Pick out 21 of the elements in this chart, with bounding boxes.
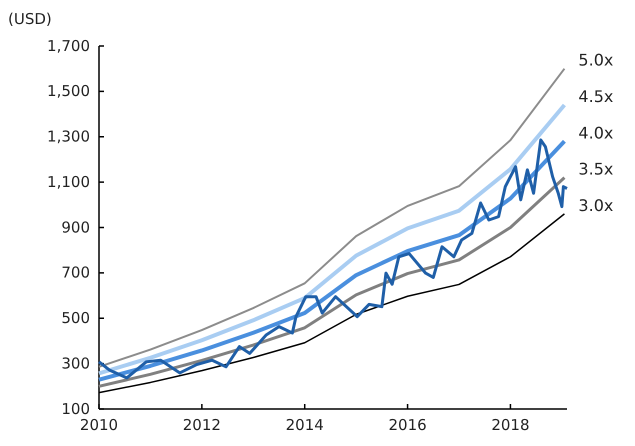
y-tick-label: 1,300: [47, 128, 90, 146]
y-tick-label: 1,500: [47, 82, 90, 100]
line-series: [98, 176, 566, 388]
x-tick-label: 2012: [182, 416, 221, 434]
y-tick-label: 1,100: [47, 172, 90, 191]
series-label: 3.0x: [578, 196, 614, 215]
x-tick-label: 2018: [491, 416, 530, 434]
series-label: 3.5x: [578, 160, 614, 179]
x-tick-label: 2010: [80, 416, 118, 434]
x-tick-label: 2014: [286, 416, 324, 434]
y-tick-label: 700: [61, 264, 90, 282]
x-tick-label: 2016: [388, 416, 427, 434]
y-tick-label: 900: [61, 218, 90, 236]
y-tick-label: 1,700: [47, 36, 90, 55]
y-tick-label: 300: [61, 354, 90, 372]
y-tick-label: 100: [61, 400, 90, 418]
series-label: 5.0x: [578, 50, 614, 70]
y-tick-label: 500: [61, 309, 90, 328]
y-axis-title: (USD): [8, 10, 52, 28]
series-label: 4.5x: [578, 86, 614, 106]
series-label: 4.0x: [578, 123, 614, 142]
